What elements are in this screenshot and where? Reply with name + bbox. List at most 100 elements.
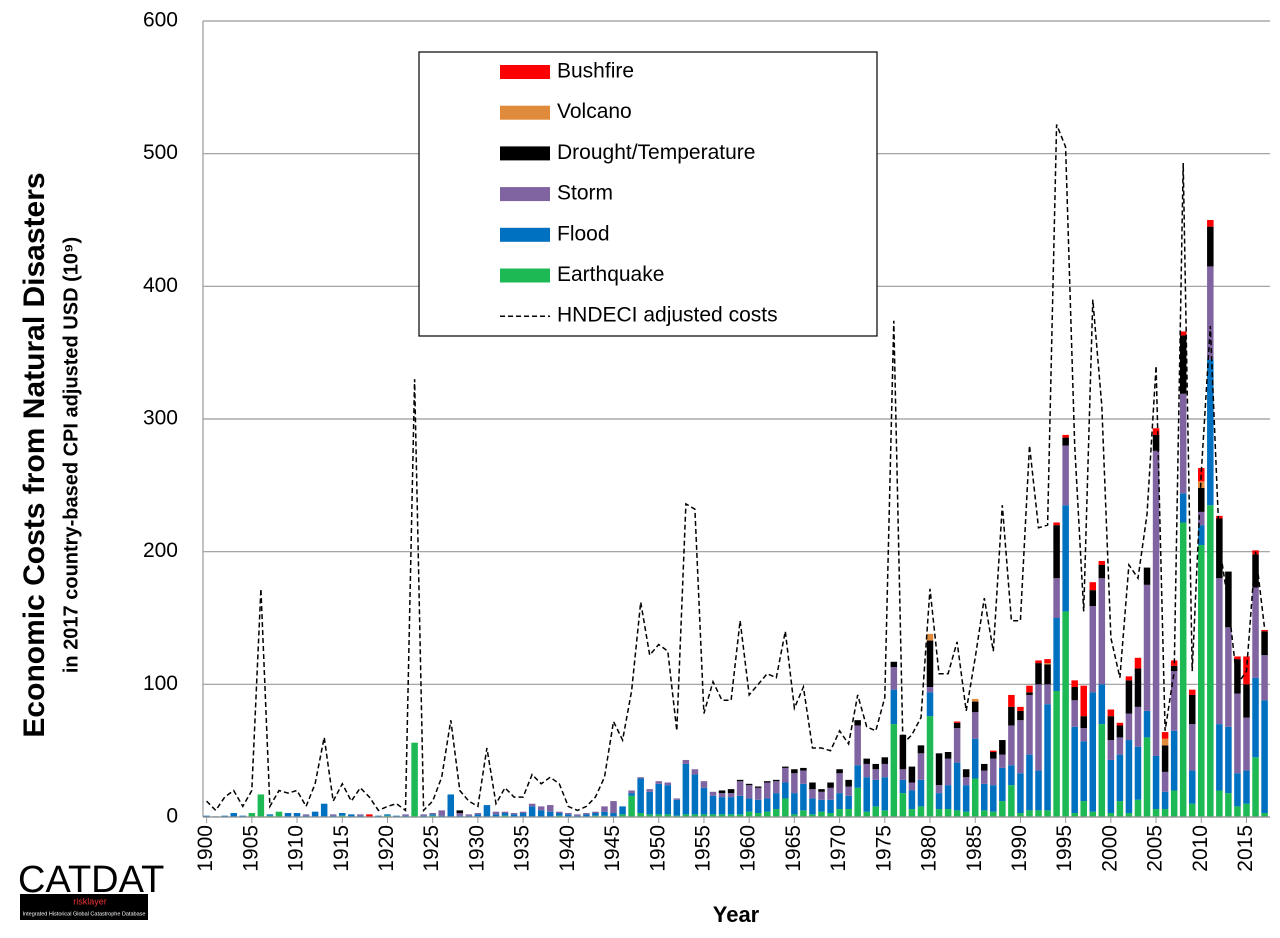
bar-segment [1098, 724, 1106, 817]
bar-segment [311, 811, 319, 817]
bar-segment [302, 814, 310, 816]
bar-segment [1125, 680, 1133, 714]
bar-segment [1035, 663, 1042, 685]
bar-segment [791, 793, 798, 815]
bar-segment [899, 793, 907, 817]
bar-segment [727, 797, 735, 815]
bar-segment [836, 809, 843, 817]
bar-segment [384, 814, 391, 816]
bar-segment [727, 789, 735, 794]
bar-segment [1053, 618, 1060, 691]
bar-segment [1008, 706, 1015, 726]
bar-segment [809, 782, 816, 790]
bar-segment [1017, 710, 1024, 721]
bar-segment [981, 810, 988, 817]
bar-segment [1170, 730, 1178, 791]
bar-segment [673, 799, 681, 816]
bar-segment [1107, 740, 1115, 760]
bar-segment [962, 777, 970, 786]
bar-segment [1125, 813, 1133, 817]
bar-segment [1252, 757, 1259, 817]
x-tick-label: 1915 [330, 825, 353, 872]
bar-segment [655, 814, 662, 817]
bar-segment [583, 813, 590, 815]
bar-segment [827, 813, 834, 817]
bar-segment [845, 779, 852, 787]
bar-segment [375, 815, 382, 817]
bar-segment [881, 757, 889, 764]
bar-segment [546, 811, 554, 817]
legend-box [418, 51, 878, 337]
bar-segment [782, 782, 789, 799]
bar-segment [248, 813, 256, 817]
bar-segment [1152, 434, 1160, 451]
bar-segment [1234, 659, 1241, 694]
x-tick-label: 1975 [872, 825, 895, 872]
bar-segment [1062, 505, 1069, 612]
legend-swatch [500, 105, 550, 120]
bar-segment [800, 767, 807, 771]
bar-segment [908, 766, 916, 783]
bar-segment [1035, 684, 1042, 771]
bar-segment [1071, 686, 1078, 701]
bar-segment [745, 783, 753, 786]
bar-segment [709, 791, 717, 796]
legend-label: Storm [557, 182, 613, 205]
bar-segment [836, 769, 843, 774]
bar-segment [673, 815, 681, 817]
bar-segment [329, 815, 337, 817]
bar-segment [655, 783, 662, 815]
bar-segment [1134, 799, 1142, 817]
bar-segment [456, 810, 464, 814]
bar-segment [709, 795, 717, 815]
bar-segment [1026, 692, 1033, 695]
bar-segment [763, 781, 771, 783]
x-tick-label: 1925 [420, 825, 443, 872]
bar-segment [338, 815, 346, 817]
bar-segment [438, 815, 445, 817]
bar-segment [1008, 785, 1015, 817]
bar-segment [664, 785, 672, 815]
bar-segment [655, 781, 662, 784]
bar-segment [1098, 560, 1106, 565]
bar-segment [999, 740, 1006, 755]
bar-segment [1161, 745, 1169, 772]
bar-segment [944, 785, 952, 810]
bar-segment [953, 722, 961, 729]
bar-segment [863, 811, 870, 817]
bar-segment [890, 661, 898, 668]
bar-segment [1044, 684, 1051, 705]
bar-segment [1216, 790, 1223, 817]
bar-segment [1207, 505, 1214, 817]
bar-segment [1053, 522, 1060, 526]
bar-segment [1188, 724, 1196, 771]
x-tick-label: 1920 [375, 825, 398, 872]
bar-segment [809, 789, 816, 799]
bar-segment [1125, 713, 1133, 741]
bar-segment [646, 814, 653, 817]
bar-segment [1125, 676, 1133, 681]
bar-segment [754, 813, 762, 817]
bar-segment [565, 813, 572, 815]
bar-segment [1044, 663, 1051, 665]
bar-segment [763, 782, 771, 799]
bar-segment [357, 814, 364, 816]
bar-segment [1216, 578, 1223, 725]
y-tick-label: 0 [166, 805, 178, 828]
bar-segment [1234, 693, 1241, 774]
bar-segment [1017, 773, 1024, 814]
bar-segment [845, 786, 852, 796]
y-tick-label: 600 [143, 9, 178, 32]
bar-segment [682, 814, 690, 817]
bar-segment [501, 813, 509, 816]
bar-segment [736, 779, 744, 782]
bar-segment [791, 773, 798, 794]
bar-segment [1161, 738, 1169, 746]
bar-segment [971, 778, 979, 817]
bar-segment [1053, 578, 1060, 618]
bar-segment [1116, 754, 1124, 802]
bar-segment [619, 806, 626, 815]
x-tick-label: 1965 [782, 825, 805, 872]
bar-segment [1252, 587, 1259, 678]
bar-segment [302, 815, 310, 817]
